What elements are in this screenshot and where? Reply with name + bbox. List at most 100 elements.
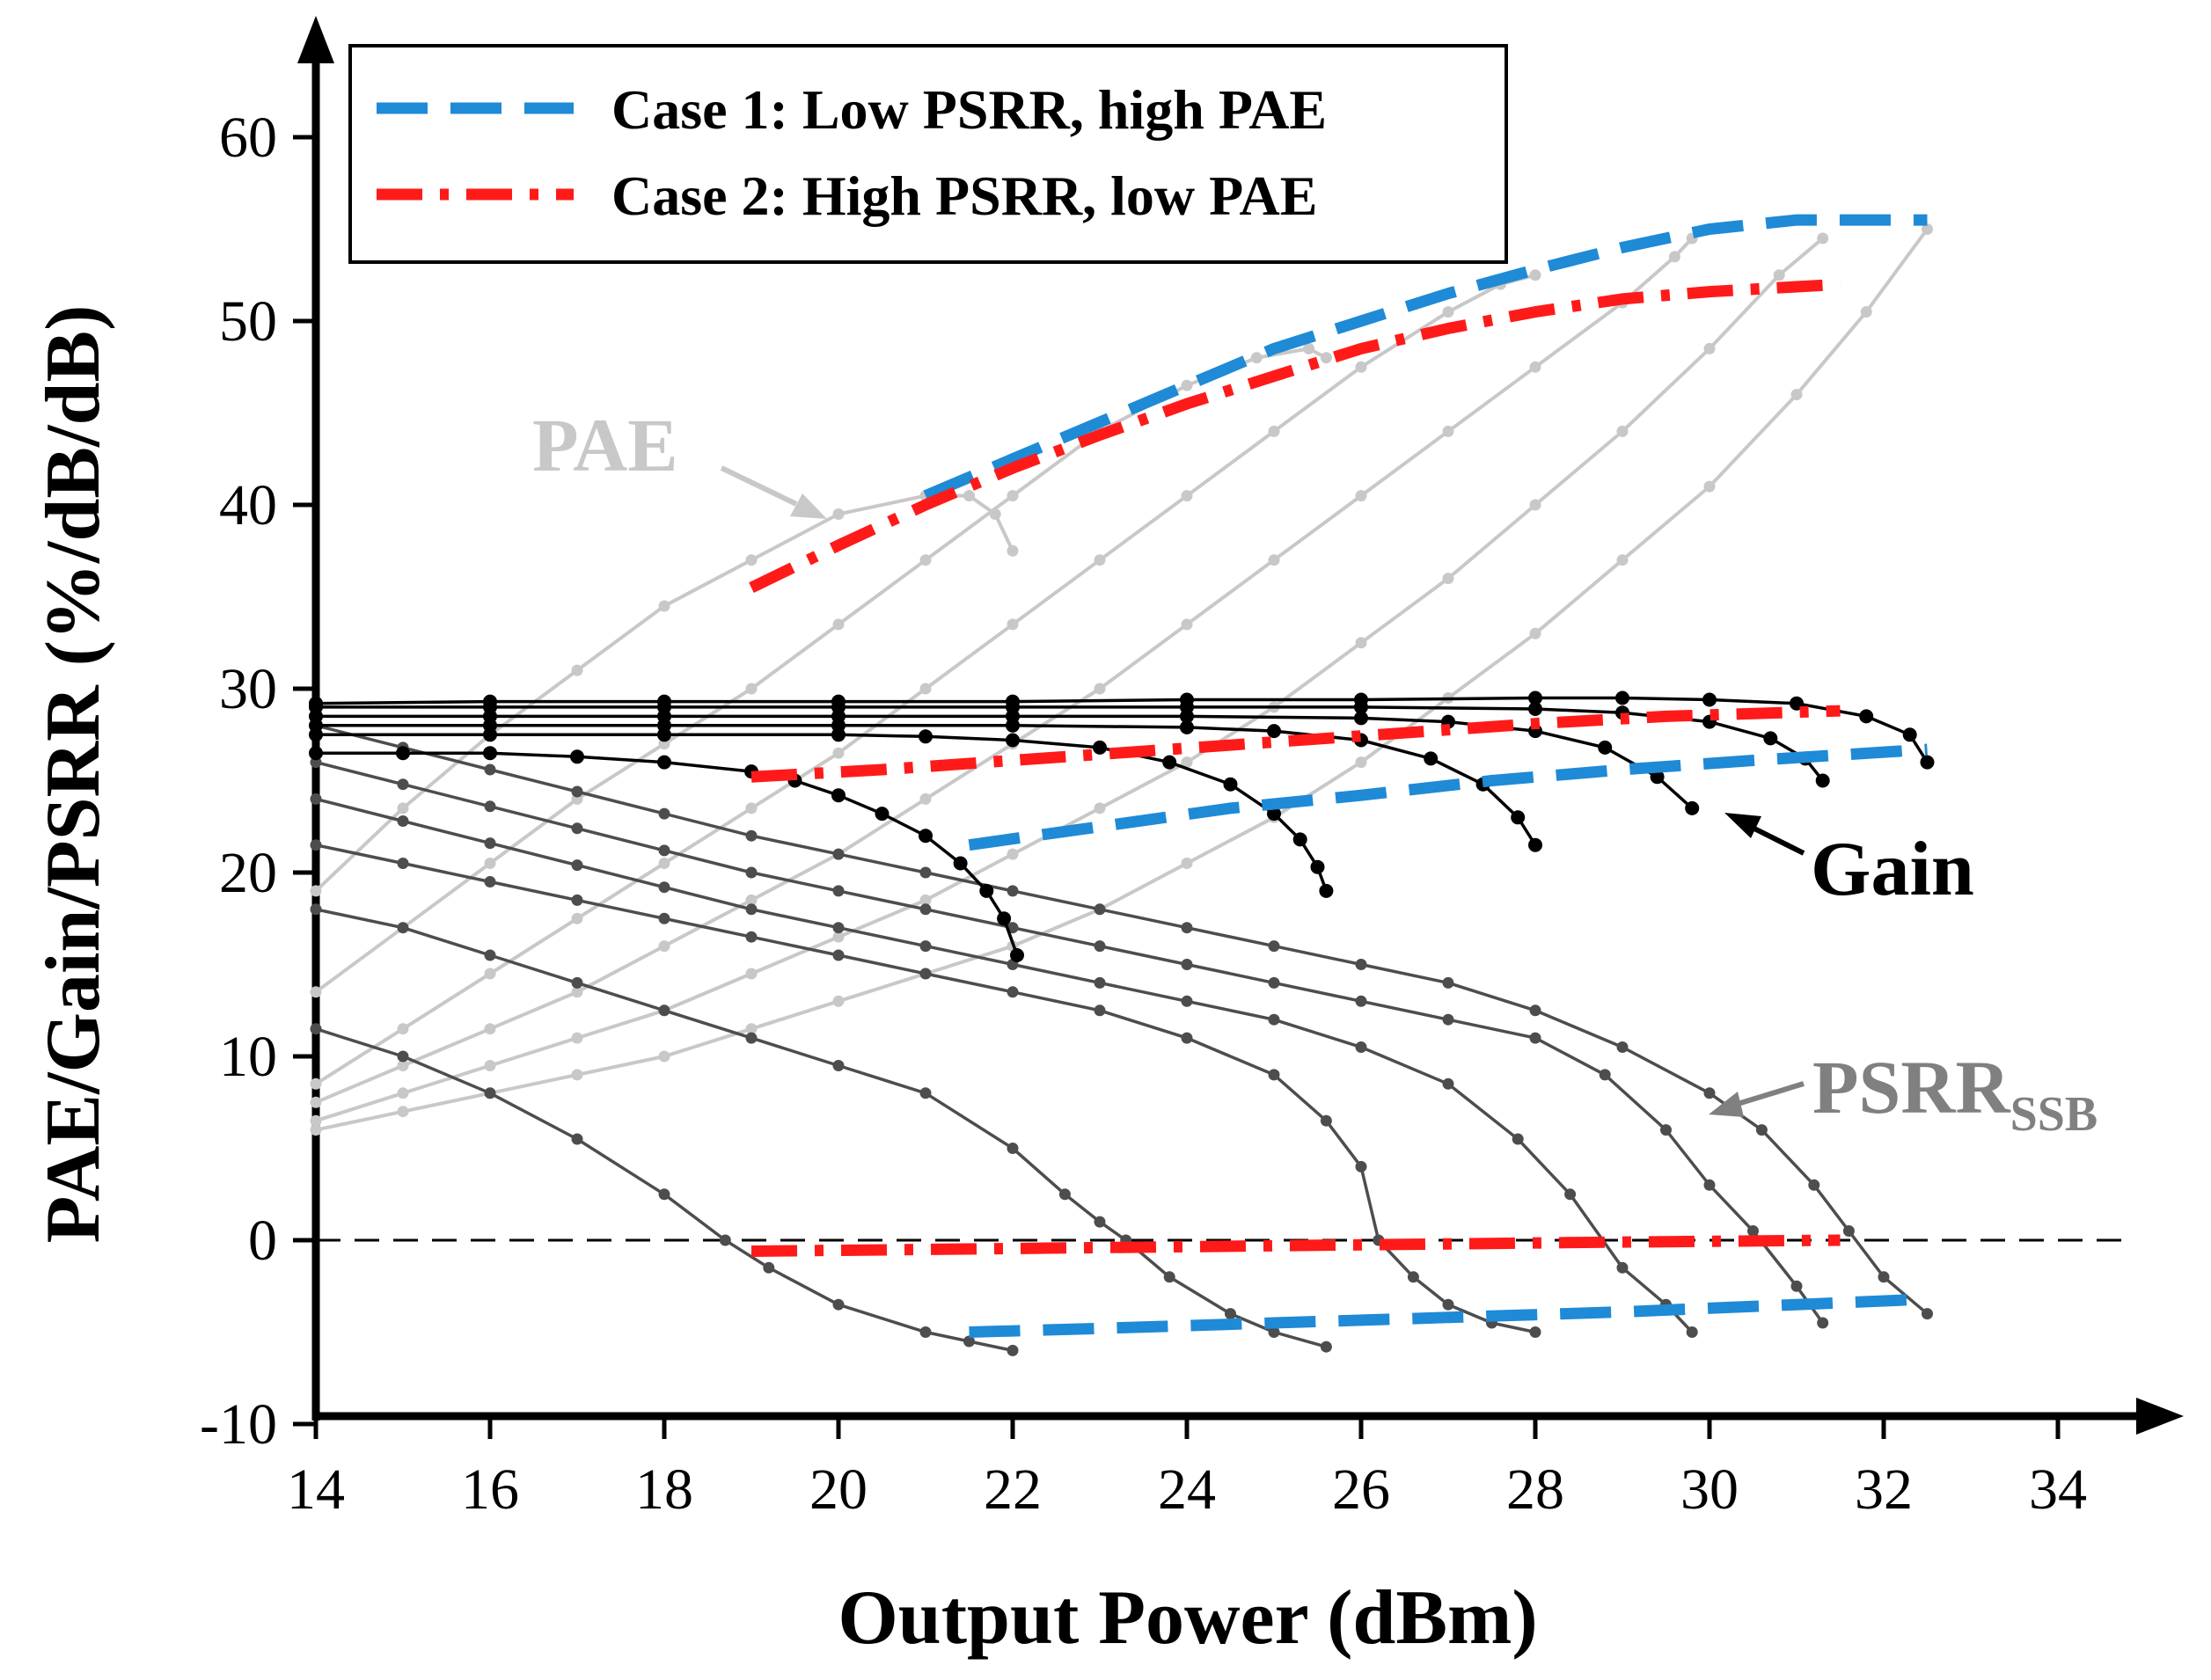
pae-curves	[310, 223, 1933, 1136]
gain-point	[1180, 719, 1194, 734]
pae-point	[484, 1060, 496, 1071]
gain-point	[919, 729, 933, 744]
psrr-point	[1225, 1308, 1236, 1320]
y-tick-label: -10	[200, 1392, 277, 1457]
pae-point	[919, 554, 932, 566]
gain-point	[1354, 711, 1368, 726]
legend: Case 1: Low PSRR, high PAE Case 2: High …	[348, 44, 1508, 264]
psrr-point	[397, 858, 409, 869]
pae-point	[484, 968, 496, 980]
gain-curves	[309, 690, 1935, 962]
gain-point	[1702, 692, 1717, 707]
pae-point	[1181, 756, 1193, 769]
psrr-line-6	[315, 724, 1929, 1315]
psrr-point	[1355, 959, 1367, 970]
psrr-point	[658, 1188, 670, 1201]
psrr-point	[745, 1032, 758, 1044]
gain-point	[831, 788, 846, 803]
gain-point	[1685, 800, 1700, 815]
x-tick-label: 26	[1332, 1457, 1390, 1522]
pae-point	[832, 995, 845, 1007]
gain-point	[1162, 755, 1177, 770]
psrr-point	[1842, 1225, 1855, 1237]
gain-point	[1310, 859, 1325, 874]
y-tick-label: 20	[219, 841, 277, 905]
pae-point	[310, 1114, 322, 1127]
psrr-point	[571, 822, 583, 835]
pae-point	[832, 618, 845, 631]
pae-point	[1181, 490, 1193, 502]
pae-point	[658, 1050, 670, 1063]
x-axis-label: Output Power (dBm)	[838, 1575, 1537, 1661]
psrr-point	[484, 837, 496, 850]
pae-point	[1790, 389, 1803, 401]
y-axis-label: PAE/Gain/PSRR (%/dB/dB)	[31, 305, 116, 1244]
y-tick-label: 0	[248, 1209, 277, 1273]
y-tick-label: 40	[219, 473, 277, 537]
pae-point	[919, 683, 932, 695]
psrr-annotation-arrowhead	[1709, 1092, 1744, 1117]
gain-point	[1319, 883, 1334, 898]
pae-point	[1616, 554, 1629, 566]
psrr-point	[832, 1298, 845, 1311]
y-tick-label: 60	[219, 106, 277, 170]
psrr-point	[1442, 1013, 1454, 1026]
pae-point	[658, 858, 670, 869]
psrr-point	[919, 1326, 932, 1338]
psrr-point	[1007, 986, 1019, 998]
pae-point	[310, 986, 322, 998]
pae-point	[832, 508, 845, 520]
pae-point	[1250, 352, 1263, 364]
psrr-point	[571, 976, 583, 989]
psrr-point	[832, 885, 845, 897]
gain-point	[1615, 690, 1629, 705]
psrr-point	[397, 922, 409, 934]
x-tick-label: 32	[1855, 1457, 1913, 1522]
pae-point	[1181, 379, 1193, 391]
psrr-point	[1686, 1326, 1698, 1338]
gain-point	[1650, 770, 1665, 785]
pae-point	[310, 1077, 322, 1090]
gain-point	[1354, 692, 1368, 707]
psrr-point	[832, 848, 845, 860]
psrr-point	[1094, 940, 1106, 953]
pae-point	[963, 490, 975, 502]
pae-point	[745, 1023, 758, 1035]
psrr-point	[1808, 1179, 1820, 1191]
psrr-point	[745, 866, 758, 879]
legend-box	[348, 44, 1508, 264]
pae-point	[1007, 544, 1019, 557]
pae-point	[397, 1060, 409, 1071]
y-tick-label: 30	[219, 657, 277, 721]
pae-line-2	[314, 347, 1328, 994]
gain-point	[396, 746, 410, 761]
gain-point	[483, 694, 497, 709]
pae-point	[571, 912, 583, 924]
gain-point	[1006, 733, 1020, 748]
psrr-point	[1058, 1188, 1071, 1201]
psrr-point	[1599, 1069, 1611, 1081]
pae-point	[1268, 425, 1280, 437]
psrr-point	[310, 1023, 322, 1035]
gain-point	[1010, 948, 1024, 962]
psrr-annotation-label: PSRRSSB	[1812, 1045, 2098, 1142]
pae-point	[1442, 573, 1454, 585]
psrr-point	[310, 839, 322, 851]
pae-point	[1773, 269, 1785, 281]
case1-line-2	[968, 743, 1928, 851]
pae-point	[310, 885, 322, 897]
x-tick-label: 28	[1506, 1457, 1564, 1522]
pae-point	[571, 664, 583, 676]
pae-point	[1094, 802, 1106, 814]
psrr-point	[1512, 1133, 1524, 1145]
psrr-point	[1007, 885, 1019, 897]
pae-annotation-label: PAE	[532, 403, 678, 487]
pae-point	[397, 1106, 409, 1118]
gain-point	[1528, 702, 1542, 716]
x-tick-label: 20	[809, 1457, 868, 1522]
gain-point	[1763, 731, 1778, 746]
pae-point	[1181, 858, 1193, 869]
pae-point	[1007, 490, 1019, 502]
pae-point	[1181, 618, 1193, 631]
gain-point	[570, 749, 584, 764]
